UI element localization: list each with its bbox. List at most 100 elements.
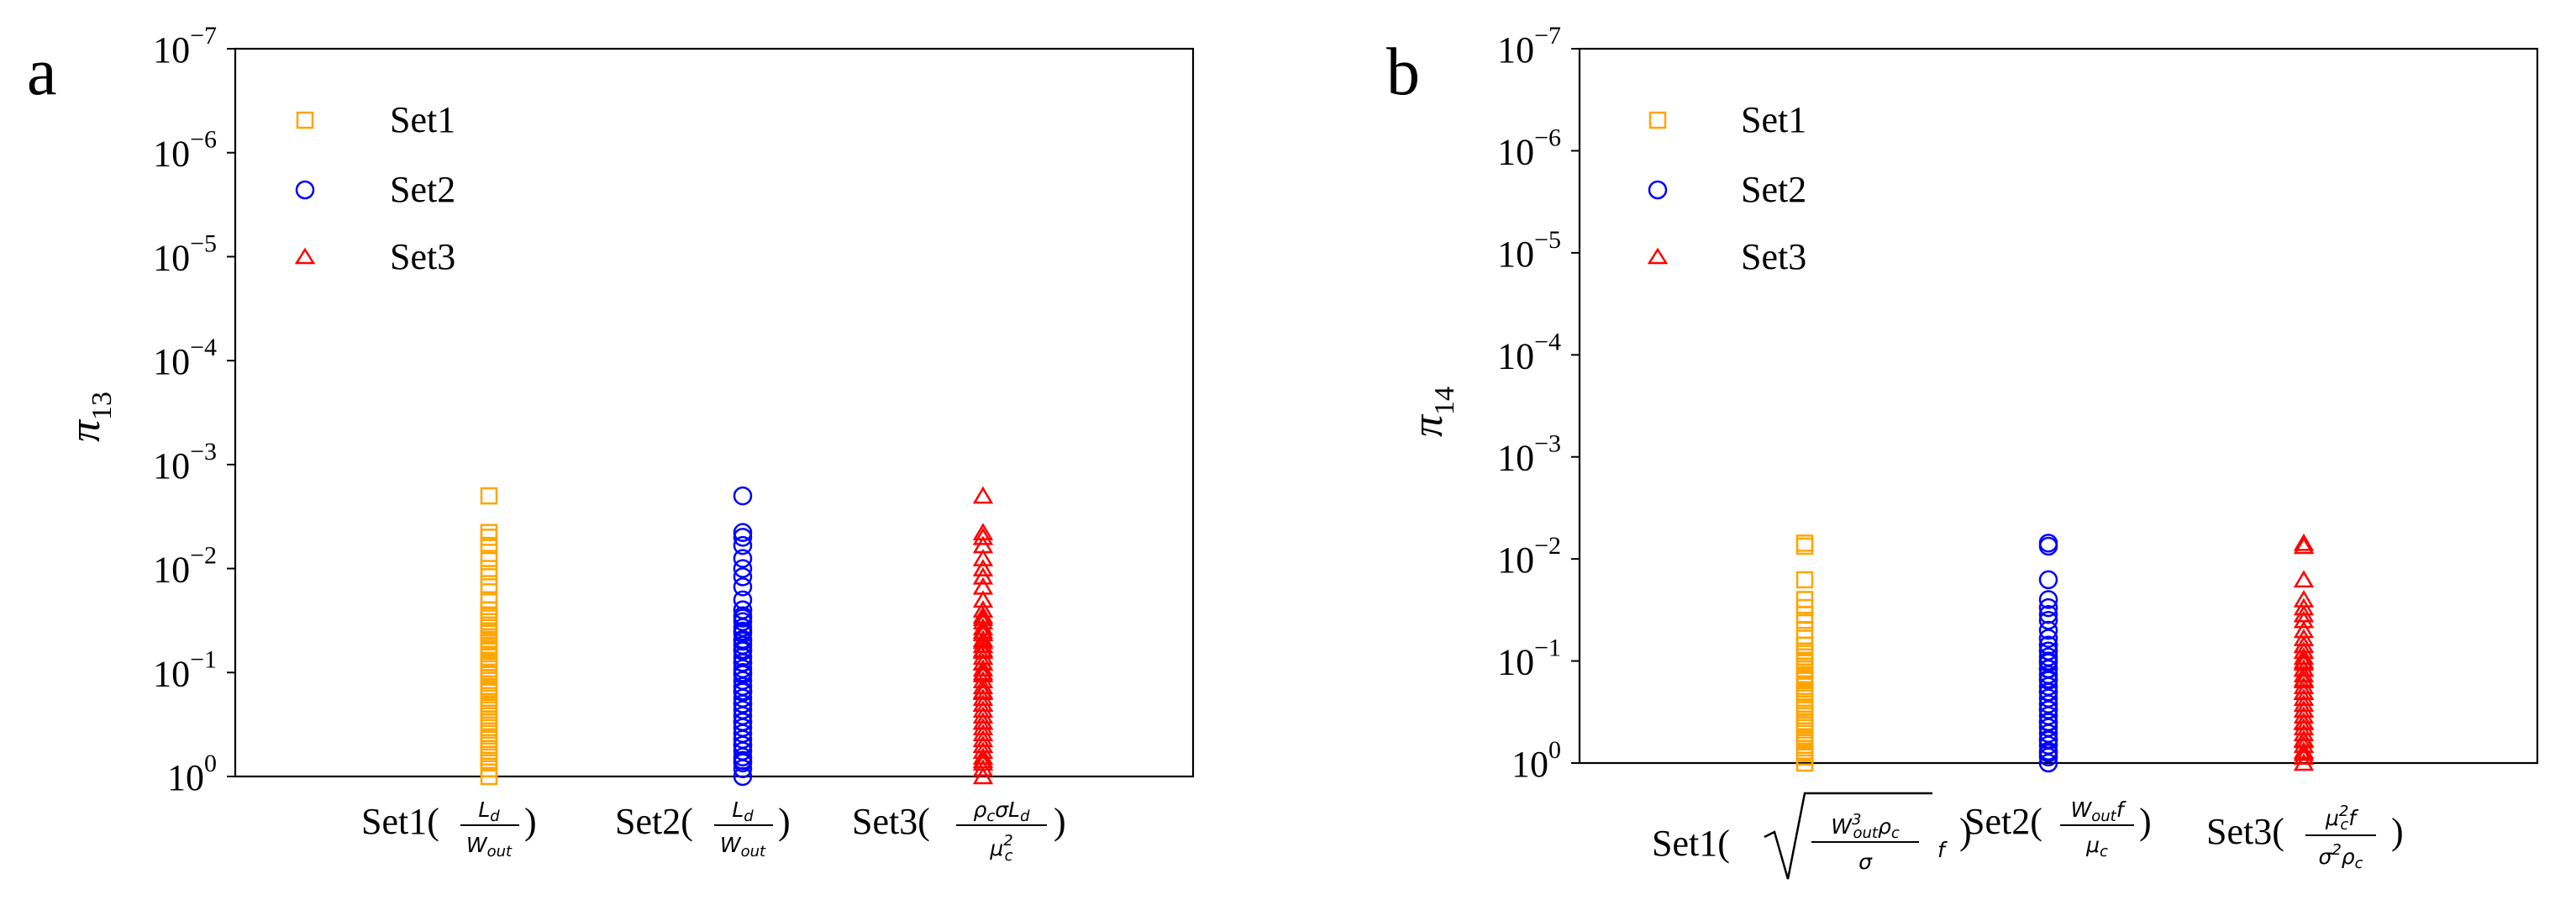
xtick-numerator: Ld bbox=[732, 797, 754, 825]
point-set3 bbox=[2293, 641, 2315, 660]
panel-b-ylabel: π14 bbox=[1404, 387, 1460, 437]
point-set3 bbox=[2293, 533, 2315, 551]
panel-a-ylabel-base: π bbox=[61, 418, 109, 442]
point-set1 bbox=[480, 568, 498, 586]
point-set3 bbox=[2293, 659, 2315, 677]
point-set1 bbox=[480, 713, 498, 731]
point-set2 bbox=[2038, 629, 2058, 648]
point-set1 bbox=[1795, 537, 1814, 555]
point-set2 bbox=[2038, 741, 2058, 761]
xtick-numerator: ρcσLd bbox=[974, 797, 1031, 825]
point-set2 bbox=[733, 559, 753, 578]
panel-b-y-ticks: 10−7 10−6 10−5 10−4 10−3 10−2 10−1 100 bbox=[1497, 22, 1580, 785]
point-set2 bbox=[2038, 611, 2058, 630]
point-set3 bbox=[2293, 688, 2315, 707]
point-set2 bbox=[733, 753, 753, 773]
xtick-suffix: ) bbox=[1054, 801, 1066, 842]
point-set2 bbox=[2038, 590, 2058, 609]
point-set3 bbox=[972, 635, 994, 654]
xtick-sqrt-icon bbox=[1764, 792, 1932, 880]
y-tick-label: 100 bbox=[167, 750, 217, 798]
panel-a-legend-label-set1: Set1 bbox=[390, 99, 455, 140]
panel-b-legend-label-set2: Set2 bbox=[1741, 169, 1806, 210]
point-set3 bbox=[972, 671, 994, 689]
point-set3 bbox=[972, 527, 994, 545]
panel-a-ylabel: π13 bbox=[61, 392, 118, 442]
panel-b-xtick-set2: Set2( Woutf μc ) bbox=[1964, 797, 2152, 861]
panel-a-legend: Set1 Set2 Set3 bbox=[294, 99, 455, 277]
point-set3 bbox=[972, 549, 994, 566]
point-set2 bbox=[2038, 747, 2058, 767]
point-set2 bbox=[733, 535, 753, 555]
point-set1 bbox=[480, 748, 498, 766]
y-tick-label: 100 bbox=[1511, 736, 1561, 785]
y-tick-label: 10−3 bbox=[1497, 430, 1561, 479]
panel-a-ylabel-sub: 13 bbox=[87, 392, 118, 420]
legend-square-icon bbox=[1648, 111, 1667, 129]
point-set3 bbox=[972, 641, 994, 660]
xtick-prefix: Set3( bbox=[852, 801, 930, 842]
point-set3 bbox=[972, 759, 994, 777]
point-set3 bbox=[972, 735, 994, 754]
point-set3 bbox=[972, 747, 994, 766]
y-tick-label: 10−5 bbox=[1497, 226, 1561, 275]
panel-b-legend: Set1 Set2 Set3 bbox=[1647, 99, 1806, 277]
point-set3 bbox=[2293, 694, 2315, 713]
point-set2 bbox=[733, 567, 753, 587]
point-set2 bbox=[733, 577, 753, 597]
y-tick-label: 10−2 bbox=[1497, 532, 1561, 581]
point-set2 bbox=[733, 523, 753, 542]
point-set3 bbox=[972, 676, 994, 695]
point-set3 bbox=[2293, 647, 2315, 666]
point-set2 bbox=[733, 747, 753, 767]
point-set3 bbox=[2293, 671, 2315, 689]
xtick-prefix: Set2( bbox=[1964, 801, 2042, 842]
xtick-denominator: Wout bbox=[720, 833, 766, 861]
y-tick-label: 10−3 bbox=[153, 438, 217, 487]
point-set3 bbox=[972, 688, 994, 707]
point-set2 bbox=[2038, 597, 2058, 618]
legend-triangle-icon bbox=[1647, 247, 1669, 265]
point-set3 bbox=[2293, 712, 2315, 730]
xtick-prefix: Set3( bbox=[2206, 811, 2284, 852]
panel-b-x-tick-labels: Set1( W3 outρc σ f ) Set2( Woutf μc ) Set… bbox=[1652, 792, 2404, 880]
point-set3 bbox=[2293, 724, 2315, 742]
point-set3 bbox=[972, 629, 994, 648]
point-set1 bbox=[1795, 571, 1814, 589]
point-set3 bbox=[972, 653, 994, 671]
point-set3 bbox=[972, 606, 994, 624]
xtick-suffix: ) bbox=[2139, 801, 2152, 842]
y-tick-label: 10−7 bbox=[1497, 22, 1561, 71]
point-set2 bbox=[2038, 735, 2058, 755]
xtick-numerator: Ld bbox=[478, 797, 500, 825]
point-set2 bbox=[733, 549, 753, 568]
y-tick-label: 10−4 bbox=[153, 334, 217, 382]
point-set3 bbox=[2293, 753, 2315, 771]
panel-b-ylabel-sub: 14 bbox=[1429, 387, 1460, 415]
xtick-prefix: Set1( bbox=[1652, 823, 1730, 864]
point-set3 bbox=[2293, 682, 2315, 701]
point-set2 bbox=[733, 590, 753, 610]
xtick-suffix: ) bbox=[778, 801, 791, 842]
point-set1 bbox=[480, 730, 498, 749]
point-set3 bbox=[972, 694, 994, 713]
point-set3 bbox=[2293, 665, 2315, 683]
point-set1 bbox=[480, 550, 498, 567]
panel-a-xtick-set1: Set1( Ld Wout ) bbox=[361, 797, 537, 861]
xtick-denominator: μ2 c bbox=[989, 832, 1012, 865]
point-set1 bbox=[480, 736, 498, 755]
legend-square-icon bbox=[296, 111, 314, 129]
legend-triangle-icon bbox=[294, 247, 316, 265]
point-set3 bbox=[972, 612, 994, 630]
panel-b-legend-label-set3: Set3 bbox=[1741, 236, 1806, 277]
y-tick-label: 10−6 bbox=[153, 126, 217, 175]
point-set3 bbox=[972, 665, 994, 683]
y-tick-label: 10−5 bbox=[153, 229, 217, 278]
point-set3 bbox=[972, 647, 994, 666]
panel-a-y-ticks: 10−7 10−6 10−5 10−4 10−3 10−2 10−1 100 bbox=[153, 22, 235, 798]
point-set3 bbox=[2293, 536, 2315, 555]
xtick-after-fraction: f bbox=[1937, 838, 1948, 862]
panel-a-xtick-set2: Set2( Ld Wout ) bbox=[615, 797, 791, 861]
y-tick-label: 10−7 bbox=[153, 22, 217, 71]
